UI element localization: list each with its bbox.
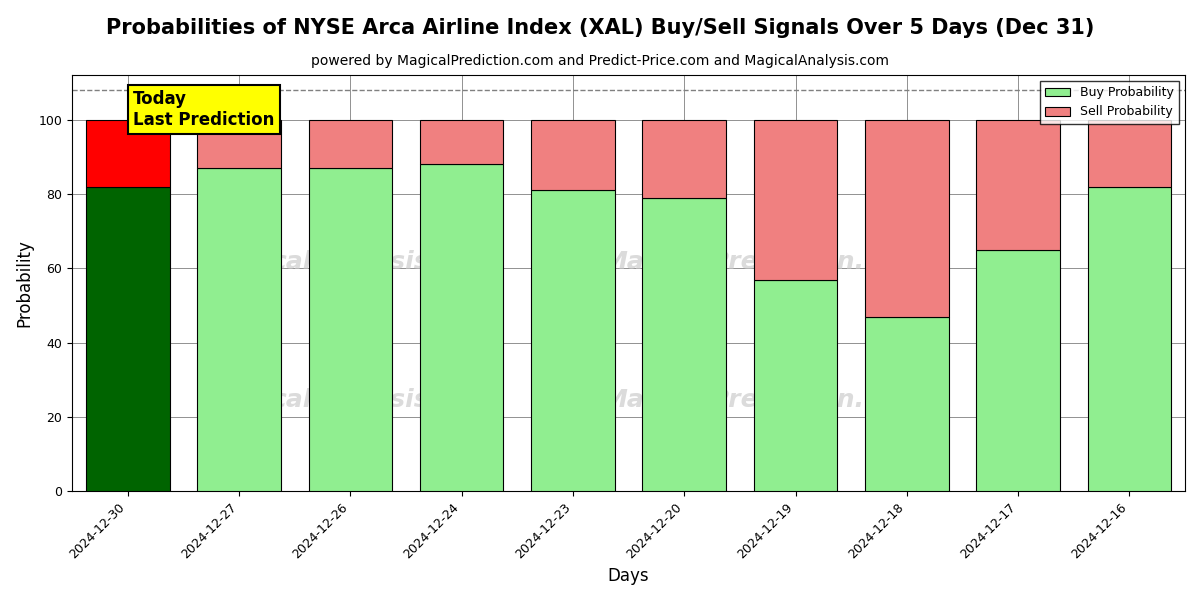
- Bar: [86, 187, 169, 491]
- Text: MagicalPrediction.com: MagicalPrediction.com: [602, 250, 922, 274]
- Bar: [86, 119, 169, 187]
- Bar: [1087, 187, 1171, 491]
- Bar: [197, 119, 281, 168]
- Bar: [197, 168, 281, 491]
- Bar: [308, 168, 392, 491]
- Bar: [754, 119, 838, 280]
- Legend: Buy Probability, Sell Probability: Buy Probability, Sell Probability: [1040, 81, 1178, 124]
- Text: calAnalysis.com: calAnalysis.com: [271, 388, 497, 412]
- Bar: [977, 119, 1060, 250]
- Bar: [1087, 119, 1171, 187]
- Bar: [532, 119, 614, 190]
- Y-axis label: Probability: Probability: [16, 239, 34, 327]
- Bar: [420, 164, 503, 491]
- Bar: [308, 119, 392, 168]
- Text: powered by MagicalPrediction.com and Predict-Price.com and MagicalAnalysis.com: powered by MagicalPrediction.com and Pre…: [311, 54, 889, 68]
- Text: Today
Last Prediction: Today Last Prediction: [133, 90, 275, 128]
- Bar: [754, 280, 838, 491]
- Bar: [642, 198, 726, 491]
- Bar: [865, 119, 948, 317]
- Text: Probabilities of NYSE Arca Airline Index (XAL) Buy/Sell Signals Over 5 Days (Dec: Probabilities of NYSE Arca Airline Index…: [106, 18, 1094, 38]
- X-axis label: Days: Days: [607, 567, 649, 585]
- Bar: [865, 317, 948, 491]
- Bar: [977, 250, 1060, 491]
- Text: calAnalysis.com: calAnalysis.com: [271, 250, 497, 274]
- Bar: [532, 190, 614, 491]
- Bar: [642, 119, 726, 198]
- Bar: [420, 119, 503, 164]
- Text: MagicalPrediction.com: MagicalPrediction.com: [602, 388, 922, 412]
